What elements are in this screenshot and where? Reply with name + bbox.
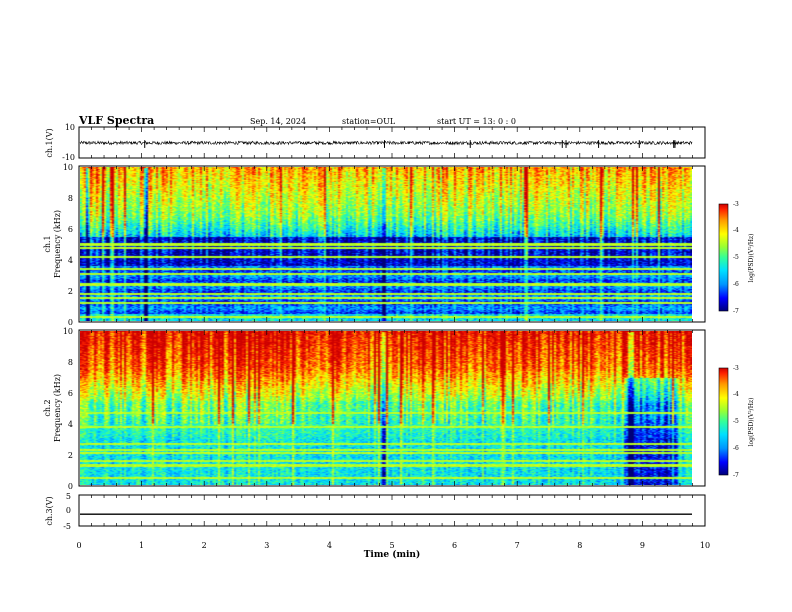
ch1-cbar-tick-m3: -3 [733,201,739,208]
ch2-colorbar-label: log(PSD)(V²/Hz) [748,398,755,447]
ch2-colorbar [718,367,729,476]
ch1-frequency-label: Frequency (kHz) [53,210,62,278]
time-axis-ticks [78,127,706,526]
ch1-channel-label: ch.1 [43,235,52,252]
ch1-ytick-4: 4 [68,256,73,265]
start-time-label: start UT = 13: 0 : 0 [437,117,516,126]
ch1-waveform-panel: 10 -10 ch.1(V) [45,123,706,162]
ch3-ytick-mid: 0 [66,506,71,515]
ch2-ytick-6: 6 [68,389,73,398]
ch2-cbar-tick-m7: -7 [733,472,739,479]
ch1-waveform-frame [78,126,706,159]
time-tick-label-2: 2 [202,541,207,550]
ch3-ytick-bottom: -5 [63,522,71,531]
time-tick-label-6: 6 [452,541,457,550]
ch1-cbar-tick-m6: -6 [733,281,739,288]
ch1-ytick-8: 8 [68,194,73,203]
ch3-waveform-ylabel: ch.3(V) [45,496,54,525]
ch2-cbar-tick-m5: -5 [733,418,739,425]
time-tick-label-8: 8 [577,541,582,550]
ch2-ytick-8: 8 [68,358,73,367]
ch1-cbar-tick-m7: -7 [733,308,739,315]
ch1-ytick-top: 10 [65,123,75,132]
time-tick-label-0: 0 [76,541,81,550]
time-tick-label-10: 10 [700,541,710,550]
ch1-waveform-trace [79,140,693,146]
ch3-ytick-top: 5 [66,492,71,501]
ch1-ytick-bottom: -10 [62,153,75,162]
figure-title: VLF Spectra [78,114,154,127]
time-tick-label-1: 1 [139,541,144,550]
time-tick-label-4: 4 [327,541,332,550]
ch1-cbar-tick-m5: -5 [733,254,739,261]
ch2-frequency-label: Frequency (kHz) [53,374,62,442]
ch2-channel-label: ch.2 [43,399,52,416]
ch2-ytick-2: 2 [68,451,73,460]
ch2-spectrogram-panel: 0 2 4 6 8 10 ch.2 Frequency (kHz) -3 -4 … [43,327,755,491]
ch2-ytick-4: 4 [68,420,73,429]
ch1-spectrogram-panel: 0 2 4 6 8 10 ch.1 Frequency (kHz) -3 -4 … [43,163,755,327]
ch2-ytick-0: 0 [68,482,73,491]
ch2-cbar-tick-m3: -3 [733,365,739,372]
ch2-spectrogram-image [80,331,692,485]
ch1-cbar-tick-m4: -4 [733,227,739,234]
ch1-spectrogram-image [80,167,692,321]
ch1-ytick-2: 2 [68,287,73,296]
date-label: Sep. 14, 2024 [250,117,306,126]
ch2-cbar-tick-m6: -6 [733,445,739,452]
ch3-waveform-panel: 5 0 -5 ch.3(V) [45,492,706,531]
ch1-ytick-0: 0 [68,318,73,327]
ch2-ytick-10: 10 [63,327,73,336]
ch1-spectrogram-yticks: 0 2 4 6 8 10 [63,163,73,327]
ch1-colorbar-label: log(PSD)(V²/Hz) [748,234,755,283]
time-axis-tick-labels: 0 1 2 3 4 5 6 7 8 9 10 [76,541,710,550]
station-label: station=OUL [342,117,396,126]
ch1-waveform-spikes [144,140,676,148]
ch1-ytick-6: 6 [68,225,73,234]
ch1-colorbar [718,203,729,312]
ch1-ytick-10: 10 [63,163,73,172]
ch1-waveform-ylabel: ch.1(V) [45,128,54,157]
time-tick-label-7: 7 [515,541,520,550]
ch2-spectrogram-yticks: 0 2 4 6 8 10 [63,327,73,491]
time-axis-label: Time (min) [364,549,421,560]
time-tick-label-9: 9 [640,541,645,550]
time-tick-label-3: 3 [264,541,269,550]
ch3-waveform-frame [78,494,706,527]
ch2-cbar-tick-m4: -4 [733,391,739,398]
time-tick-label-5: 5 [389,541,394,550]
